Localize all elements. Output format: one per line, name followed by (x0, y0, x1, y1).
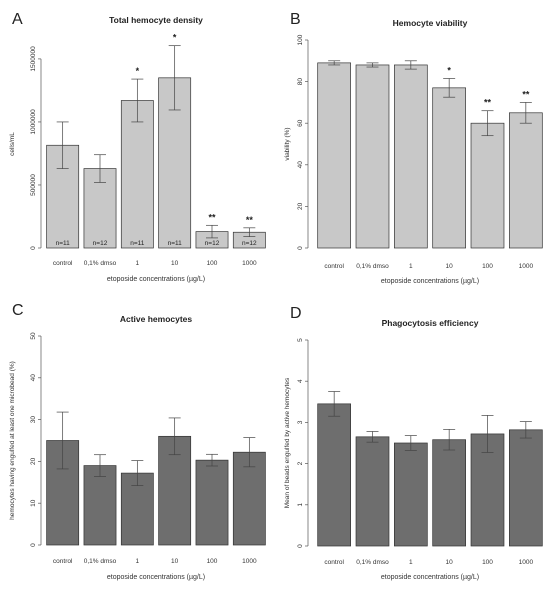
y-tick-label: 1 (297, 503, 304, 507)
y-axis-label: viability (%) (284, 127, 291, 160)
y-tick-label: 40 (30, 374, 37, 382)
bar-1000 (232, 451, 266, 546)
panel-letter: A (12, 11, 23, 28)
chart-title: Active hemocytes (120, 314, 193, 324)
significance-marker: ** (522, 89, 530, 99)
x-tick-label: 100 (207, 260, 218, 267)
y-tick-label: 50 (30, 332, 37, 340)
x-axis-label: etoposide concentrations (µg/L) (107, 276, 205, 283)
y-tick-label: 30 (30, 416, 37, 424)
bar-10 (432, 439, 466, 547)
y-tick-label: 1500000 (30, 46, 37, 72)
sample-size-label: n=12 (205, 240, 220, 247)
sample-size-label: n=12 (93, 240, 108, 247)
x-tick-label: control (324, 263, 344, 270)
y-axis-label: hemocytes having engulfed at least one m… (9, 361, 16, 520)
x-tick-label: 10 (446, 263, 454, 270)
x-tick-label: 10 (446, 559, 454, 566)
bar-1000 (509, 429, 543, 547)
y-tick-label: 100 (297, 34, 304, 45)
x-tick-label: 1000 (519, 263, 534, 270)
bar-1 (394, 442, 428, 547)
x-tick-label: 10 (171, 558, 179, 565)
bar-0-1-dmso (355, 436, 390, 547)
bar-100 (470, 122, 505, 249)
x-axis-label: etoposide concentrations (µg/L) (107, 574, 205, 581)
chart-title: Hemocyte viability (393, 18, 468, 28)
panel-letter: B (290, 11, 301, 28)
x-tick-label: 1 (136, 260, 140, 267)
bar-control (317, 62, 351, 249)
significance-marker: * (136, 66, 140, 76)
chart-title: Total hemocyte density (109, 15, 203, 25)
y-tick-label: 500000 (30, 174, 37, 196)
x-tick-label: 0,1% dmso (84, 558, 117, 565)
panel-a: A Total hemocyte density 0 500000 1000000 150… (9, 11, 266, 283)
x-tick-label: 1000 (242, 558, 257, 565)
x-tick-label: 10 (171, 260, 179, 267)
x-tick-label: 0,1% dmso (356, 559, 389, 566)
significance-marker: ** (208, 212, 216, 222)
x-tick-label: 100 (482, 263, 493, 270)
y-tick-label: 1000000 (30, 109, 37, 135)
significance-marker: * (447, 65, 451, 75)
x-tick-label: control (53, 558, 73, 565)
y-tick-label: 0 (297, 544, 304, 548)
y-tick-label: 3 (297, 420, 304, 424)
panel-d: D Phagocytosis efficiency 0 1 2 3 4 5 Mean of be… (284, 305, 543, 581)
significance-marker: * (173, 33, 177, 43)
y-axis-label: Mean of beads engulfed by active hemocyt… (284, 377, 291, 508)
y-tick-label: 20 (297, 202, 304, 210)
sample-size-label: n=11 (168, 240, 183, 247)
x-tick-label: 1000 (519, 559, 534, 566)
y-tick-label: 80 (297, 78, 304, 86)
y-tick-label: 10 (30, 499, 37, 507)
bar-1 (120, 100, 154, 249)
sample-size-label: n=12 (242, 240, 257, 247)
x-tick-label: control (324, 559, 344, 566)
sample-size-label: n=11 (130, 240, 145, 247)
x-tick-label: 1000 (242, 260, 257, 267)
y-tick-label: 0 (30, 246, 37, 250)
x-tick-label: 0,1% dmso (84, 260, 117, 267)
panel-letter: C (12, 302, 24, 319)
significance-marker: ** (246, 215, 254, 225)
panel-letter: D (290, 305, 302, 322)
x-axis-label: etoposide concentrations (µg/L) (381, 278, 479, 285)
x-tick-label: 1 (136, 558, 140, 565)
bar-0-1-dmso (355, 64, 390, 249)
x-tick-label: 100 (482, 559, 493, 566)
panel-b: B Hemocyte viability 0 20 40 60 80 100 viability… (284, 11, 543, 285)
significance-marker: ** (484, 98, 492, 108)
y-tick-label: 2 (297, 461, 304, 465)
chart-title: Phagocytosis efficiency (382, 318, 479, 328)
panel-c: C Active hemocytes 0 10 20 30 40 50 hemocytes ha… (9, 302, 266, 581)
x-tick-label: 1 (409, 263, 413, 270)
bar-control (317, 403, 351, 547)
x-tick-label: 100 (207, 558, 218, 565)
y-tick-label: 20 (30, 457, 37, 465)
bar-1000 (509, 112, 543, 249)
y-tick-label: 5 (297, 338, 304, 342)
x-tick-label: 0,1% dmso (356, 263, 389, 270)
bar-1 (394, 64, 428, 249)
y-tick-label: 4 (297, 379, 304, 383)
bar-10 (432, 87, 466, 249)
x-tick-label: control (53, 260, 73, 267)
y-tick-label: 40 (297, 161, 304, 169)
bar-100 (195, 459, 229, 546)
x-axis-label: etoposide concentrations (µg/L) (381, 574, 479, 581)
y-tick-label: 0 (297, 246, 304, 250)
y-tick-label: 0 (30, 543, 37, 547)
sample-size-label: n=11 (56, 240, 71, 247)
bar-1 (120, 472, 154, 546)
bar-0-1-dmso (83, 465, 117, 546)
y-tick-label: 60 (297, 119, 304, 127)
y-axis-label: cells/mL (9, 132, 16, 156)
x-tick-label: 1 (409, 559, 413, 566)
